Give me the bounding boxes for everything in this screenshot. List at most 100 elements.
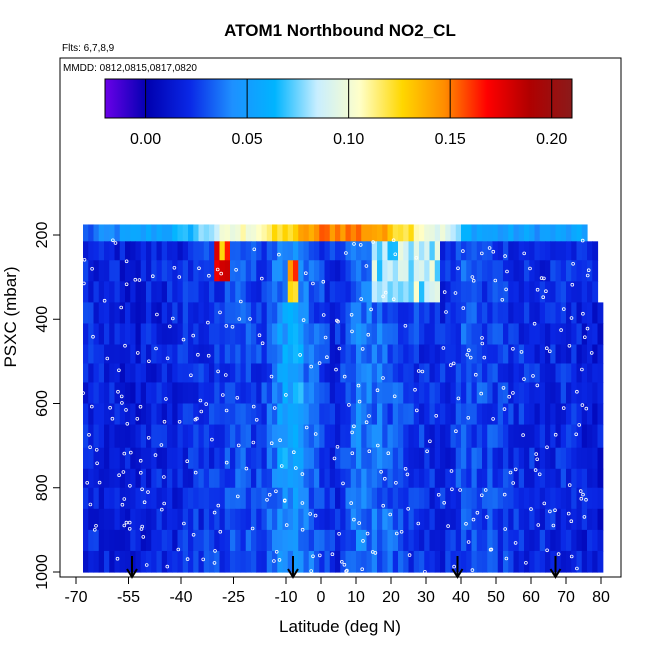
heatmap-cell: [571, 424, 578, 449]
heatmap-cell: [172, 344, 179, 365]
observation-point: [451, 361, 456, 366]
heatmap-cell: [518, 224, 525, 242]
heatmap-cell: [256, 508, 263, 531]
x-tick-label: 0: [317, 589, 326, 606]
observation-point: [569, 554, 574, 559]
heatmap-cell: [497, 424, 504, 449]
heatmap-cell: [245, 241, 252, 261]
heatmap-cell: [429, 302, 436, 325]
heatmap-cell: [408, 344, 415, 365]
heatmap-cell: [403, 550, 410, 573]
heatmap-cell: [140, 224, 147, 242]
heatmap-cell: [581, 403, 588, 426]
heatmap-cell: [151, 529, 158, 552]
observation-point: [257, 333, 262, 338]
heatmap-cell: [503, 508, 509, 531]
observation-point: [94, 447, 99, 452]
heatmap-cell: [140, 447, 147, 470]
observation-point: [556, 552, 561, 556]
heatmap-cell: [125, 363, 131, 384]
heatmap-cell: [576, 403, 583, 426]
heatmap-cell: [287, 302, 294, 325]
observation-point: [164, 397, 168, 401]
heatmap-cell: [104, 403, 110, 426]
heatmap-cell: [555, 529, 562, 552]
heatmap-cell: [83, 302, 89, 325]
heatmap-cell: [424, 529, 431, 552]
heatmap-cell: [403, 363, 410, 384]
heatmap-cell: [245, 447, 252, 470]
heatmap-cell: [335, 302, 341, 325]
heatmap-cell: [424, 302, 431, 325]
heatmap-cell: [114, 468, 121, 489]
heatmap-cell: [534, 508, 541, 531]
heatmap-cell: [209, 487, 215, 510]
heatmap-cell: [240, 529, 247, 552]
heatmap-cell: [219, 323, 226, 346]
heatmap-cell: [408, 302, 415, 325]
heatmap-cell: [119, 447, 126, 470]
heatmap-cell: [450, 281, 457, 303]
heatmap-cell: [382, 403, 389, 426]
heatmap-cell: [340, 447, 347, 470]
heatmap-cell: [130, 323, 137, 346]
heatmap-cell: [566, 323, 572, 346]
observation-point: [458, 488, 462, 492]
heatmap-cell: [587, 508, 593, 531]
heatmap-cell: [235, 382, 242, 405]
heatmap-cell: [398, 424, 404, 449]
heatmap-cell: [319, 344, 326, 365]
observation-point: [379, 469, 383, 474]
heatmap-cell: [151, 323, 158, 346]
x-tick-label: -55: [117, 589, 140, 606]
heatmap-cell: [335, 344, 341, 365]
heatmap-cell: [387, 403, 394, 426]
heatmap-cell: [177, 403, 184, 426]
heatmap-cell: [466, 363, 473, 384]
heatmap-cell: [597, 323, 604, 346]
observation-point: [559, 328, 563, 332]
heatmap-cell: [482, 224, 488, 242]
observation-point: [365, 531, 370, 536]
heatmap-cell: [245, 323, 252, 346]
heatmap-cell: [235, 363, 242, 384]
observation-point: [182, 521, 186, 526]
heatmap-cell: [392, 529, 399, 552]
heatmap-cell: [245, 529, 252, 552]
observation-point: [219, 271, 224, 276]
heatmap-cell: [450, 382, 457, 405]
heatmap-cell: [434, 468, 441, 489]
heatmap-cell: [487, 468, 494, 489]
heatmap-cell: [529, 363, 536, 384]
heatmap-cell: [214, 344, 221, 365]
observation-point: [91, 334, 95, 339]
observation-point: [218, 310, 222, 315]
observation-point: [403, 323, 408, 328]
heatmap-cell: [98, 363, 105, 384]
heatmap-cell: [156, 302, 163, 325]
heatmap-cell: [156, 344, 163, 365]
observation-point: [574, 432, 578, 437]
observation-point: [282, 499, 287, 503]
observation-point: [582, 515, 587, 519]
heatmap-cell: [214, 302, 221, 325]
heatmap-cell: [487, 487, 494, 510]
heatmap-cell: [298, 302, 305, 325]
observation-point: [352, 242, 356, 246]
heatmap-cell: [298, 424, 305, 449]
heatmap-cell: [235, 403, 242, 426]
observation-point: [561, 406, 566, 410]
heatmap-cell: [272, 302, 278, 325]
heatmap-cell: [340, 323, 347, 346]
heatmap-cell: [476, 487, 483, 510]
heatmap-cell: [161, 323, 168, 346]
heatmap-cell: [83, 550, 89, 573]
observation-point: [464, 521, 468, 526]
heatmap-cell: [293, 382, 299, 405]
heatmap-cell: [387, 447, 394, 470]
heatmap-cell: [371, 468, 378, 489]
heatmap-cell: [392, 241, 399, 261]
heatmap-cell: [308, 224, 315, 242]
heatmap-cell: [340, 241, 347, 261]
heatmap-cell: [518, 281, 525, 303]
